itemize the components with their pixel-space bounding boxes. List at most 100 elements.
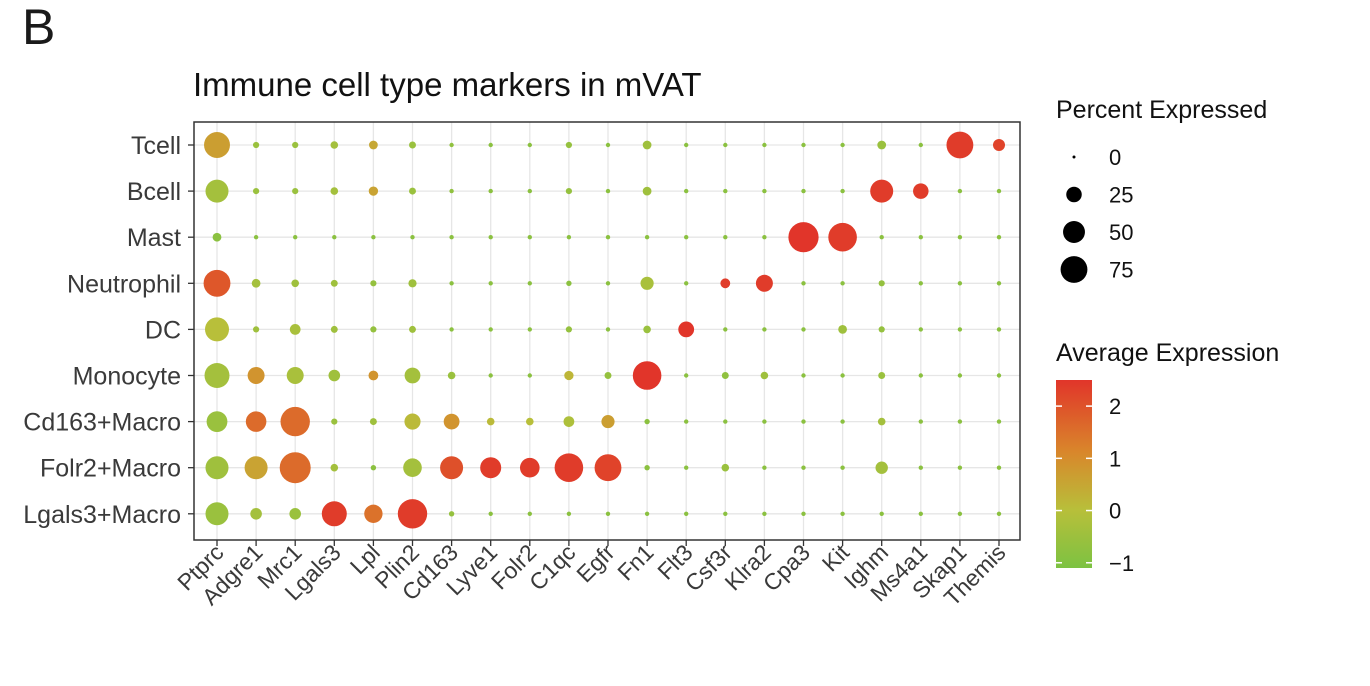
dot: [840, 419, 845, 424]
dot: [527, 281, 532, 286]
dot: [605, 511, 611, 516]
dot: [878, 280, 885, 287]
y-axis-labels: Tcell Bcell Mast Neutrophil DC Monocyte Cd163+…: [23, 132, 181, 529]
y-tick-label: Lgals3+Macro: [23, 501, 181, 529]
dot: [370, 326, 377, 333]
dot: [605, 281, 611, 286]
dot: [996, 373, 1002, 378]
y-tick-label: Monocyte: [73, 363, 181, 391]
dot: [331, 418, 338, 425]
y-tick-label: Neutrophil: [67, 270, 181, 298]
dot: [247, 367, 265, 384]
x-tick-label: Fn1: [612, 539, 658, 585]
dot: [328, 369, 341, 382]
dot: [840, 281, 845, 286]
dot: [957, 465, 963, 470]
dot: [643, 325, 651, 334]
dot: [870, 179, 894, 203]
dot: [604, 372, 612, 379]
dots: [203, 131, 1005, 529]
dot: [566, 511, 572, 516]
dot: [601, 415, 615, 429]
dot: [244, 456, 268, 480]
dot: [212, 232, 222, 242]
dot: [877, 140, 887, 150]
dot: [488, 235, 493, 240]
dot: [993, 139, 1005, 151]
dot: [996, 235, 1002, 240]
dot: [292, 141, 299, 149]
dot: [527, 511, 532, 516]
dot: [330, 187, 339, 195]
dot: [369, 418, 377, 426]
dot: [762, 142, 767, 148]
dot: [488, 511, 493, 516]
dot: [644, 418, 650, 425]
dot: [250, 508, 262, 520]
dot: [480, 457, 502, 479]
dot: [410, 235, 415, 240]
dot: [520, 457, 540, 478]
dot: [253, 188, 260, 195]
dot: [762, 327, 767, 332]
chart-title: Immune cell type markers in mVAT: [193, 66, 702, 103]
size-legend-label: 50: [1109, 220, 1133, 245]
dot: [996, 327, 1002, 332]
dot: [918, 281, 923, 286]
dot: [801, 281, 806, 286]
dot: [801, 188, 806, 194]
dot: [957, 511, 963, 516]
dot: [205, 502, 229, 526]
dot: [840, 465, 845, 470]
dot: [566, 280, 572, 286]
size-legend-title: Percent Expressed: [1056, 96, 1267, 124]
dot: [640, 276, 654, 290]
dot: [762, 511, 767, 516]
dot: [840, 511, 845, 516]
dot: [564, 370, 574, 381]
dot: [321, 501, 347, 527]
dot: [642, 186, 652, 196]
dot: [289, 508, 302, 520]
dot: [409, 141, 416, 149]
size-legend-label: 25: [1109, 183, 1133, 208]
dot: [527, 235, 532, 240]
dot: [371, 235, 376, 240]
dot: [721, 463, 730, 472]
dot: [878, 326, 885, 333]
dot: [762, 188, 767, 194]
dot: [488, 327, 493, 332]
size-legend-label: 0: [1109, 145, 1121, 170]
dot: [449, 235, 454, 240]
dot: [330, 279, 338, 287]
dot: [801, 142, 806, 148]
dot: [918, 373, 923, 378]
dot: [801, 465, 806, 470]
dot: [449, 142, 454, 148]
dot: [404, 367, 421, 384]
dot: [762, 465, 767, 470]
dot: [875, 461, 888, 474]
dot: [684, 281, 689, 286]
dot: [828, 222, 857, 252]
size-legend-label: 75: [1109, 258, 1133, 283]
dot: [370, 280, 377, 287]
dot: [330, 325, 338, 333]
dot: [253, 235, 259, 240]
dot: [723, 235, 728, 240]
dot: [205, 456, 229, 480]
dot: [486, 417, 495, 426]
size-legend-dot: [1063, 221, 1085, 243]
y-tick-label: Cd163+Macro: [23, 409, 181, 437]
dot: [918, 142, 923, 148]
dot: [642, 140, 652, 150]
dot: [632, 361, 662, 390]
dot: [251, 278, 261, 288]
dot: [755, 274, 773, 292]
dot: [291, 279, 300, 288]
colorbar-label: 0: [1109, 499, 1121, 524]
dot: [364, 504, 383, 523]
size-legend: 0 25 50 75: [1060, 145, 1133, 283]
